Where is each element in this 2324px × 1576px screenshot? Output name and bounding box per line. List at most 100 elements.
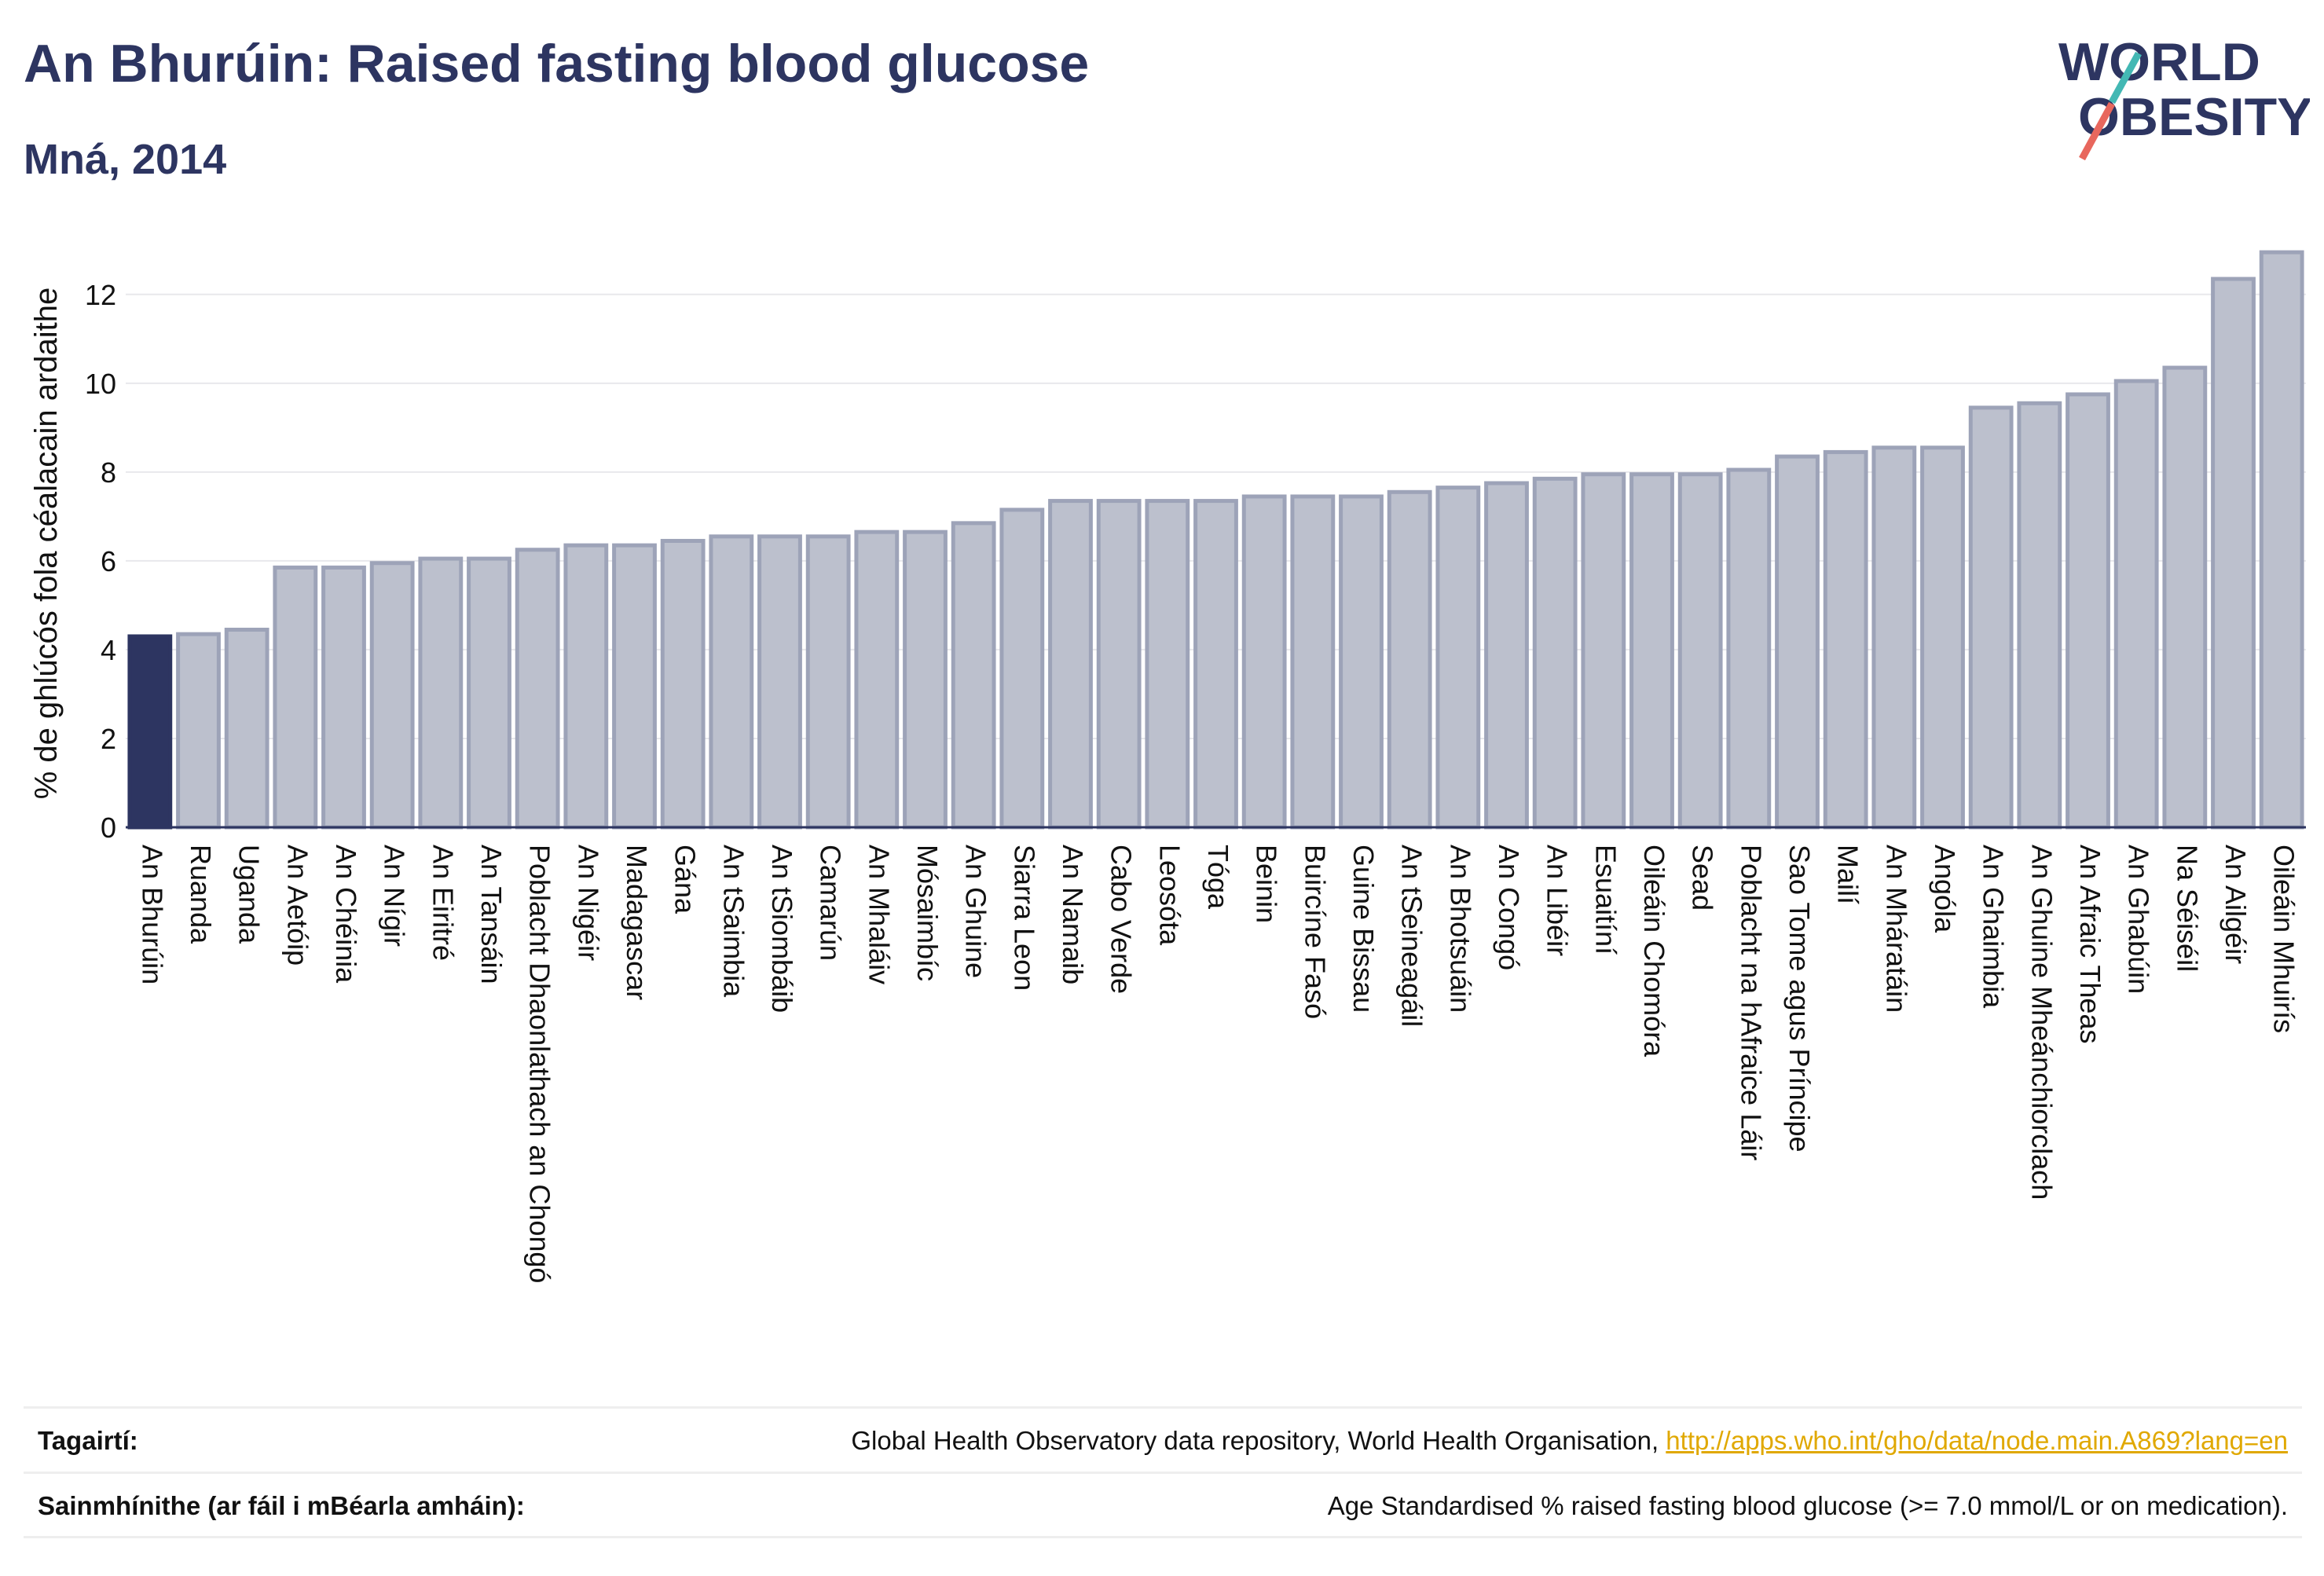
x-tick-label: Sead	[1687, 845, 1719, 911]
bar	[467, 556, 511, 830]
bar	[224, 627, 269, 830]
references-value: Global Health Observatory data repositor…	[851, 1426, 2302, 1456]
bar	[1387, 489, 1432, 830]
bar	[1871, 445, 1917, 830]
x-tick-label: Beinin	[1251, 845, 1283, 923]
bar	[1145, 499, 1190, 830]
footer-divider	[24, 1536, 2302, 1538]
bar	[2259, 250, 2304, 830]
chart-subtitle: Mná, 2014	[24, 136, 227, 183]
x-tick-label: Tóga	[1202, 845, 1234, 910]
logo-slash-teal	[2109, 51, 2142, 104]
x-tick-label: Mailí	[1832, 845, 1864, 904]
bar	[854, 530, 900, 830]
bar	[1677, 472, 1723, 830]
x-tick-label: An Ghuine	[960, 845, 992, 978]
x-tick-label: Uganda	[233, 845, 266, 944]
references-link[interactable]: http://apps.who.int/gho/data/node.main.A…	[1666, 1426, 2288, 1455]
bar	[951, 521, 996, 830]
references-text: Global Health Observatory data repositor…	[851, 1426, 1666, 1455]
x-tick-label: An Mháratáin	[1880, 845, 1912, 1013]
bar	[757, 534, 802, 830]
y-tick-label: 2	[101, 723, 116, 755]
x-tick-label: Madagascar	[621, 845, 653, 1000]
x-tick-label: Mósaimbíc	[911, 845, 944, 981]
bar	[1290, 494, 1336, 830]
bar	[805, 534, 851, 830]
chart-title: An Bhurúin: Raised fasting blood glucose	[24, 34, 1090, 93]
bar	[1435, 486, 1481, 830]
bar	[2017, 401, 2062, 830]
bar	[2066, 392, 2110, 830]
bar	[515, 548, 560, 830]
x-tick-label: An Aetóip	[281, 845, 313, 966]
definitions-label: Sainmhínithe (ar fáil i mBéarla amháin):	[38, 1491, 525, 1520]
x-tick-label: Guine Bissau	[1347, 845, 1380, 1013]
x-tick-label: Oileáin Mhuirís	[2268, 845, 2300, 1033]
bar	[1339, 494, 1384, 830]
bar	[127, 634, 173, 830]
bar	[1726, 467, 1772, 830]
bar	[1241, 494, 1287, 830]
bar-chart: 0 2 4 6 8 10 12 An Bhurúin Ruanda Uganda An Aetói…	[29, 250, 2306, 1283]
x-tick-label: Ruanda	[185, 845, 217, 944]
y-tick-label: 6	[101, 545, 116, 577]
bar	[2162, 365, 2208, 830]
x-tick-label: An Congó	[1493, 845, 1525, 970]
x-tick-label: An Mhaláiv	[863, 845, 895, 984]
bar	[176, 632, 221, 830]
x-tick-label: Na Séiséil	[2171, 845, 2203, 972]
x-tick-label: Sao Tome agus Príncipe	[1783, 845, 1816, 1153]
x-tick-label: An Tansáin	[475, 845, 508, 984]
bar	[1484, 481, 1529, 830]
x-tick-label: Oileáin Chomóra	[1638, 845, 1670, 1057]
x-tick-label: An Nígir	[379, 845, 411, 947]
bar	[1581, 472, 1626, 830]
x-tick-label: Poblacht na hAfraice Láir	[1735, 845, 1767, 1160]
references-label: Tagairtí:	[38, 1426, 138, 1455]
x-tick-label: An Ghabúin	[2123, 845, 2155, 994]
x-tick-label: An Ghuine Mheánchiorclach	[2025, 845, 2058, 1200]
bar	[1920, 445, 1965, 830]
x-tick-label: Esuaitíní	[1589, 845, 1622, 955]
bar	[321, 565, 366, 830]
x-tick-label: An Libéir	[1541, 845, 1574, 956]
bar	[418, 556, 464, 830]
x-tick-label: An Ailgéir	[2220, 845, 2252, 964]
bar	[273, 565, 318, 830]
x-tick-label: Siarra Leon	[1008, 845, 1040, 991]
y-tick-label: 0	[101, 812, 116, 844]
y-axis-label: % de ghlúcós fola céalacain ardaithe	[29, 288, 64, 800]
x-tick-label: An Nigéir	[572, 845, 604, 961]
y-tick-label: 10	[85, 368, 116, 400]
x-tick-label: Leosóta	[1153, 845, 1186, 946]
x-tick-label: An Bhotsuáin	[1444, 845, 1476, 1013]
x-tick-label: Camarún	[815, 845, 847, 961]
bar	[1775, 454, 1820, 830]
bar	[999, 508, 1045, 830]
bar	[2113, 379, 2159, 830]
bars	[127, 250, 2304, 830]
x-tick-label: An tSiombáib	[766, 845, 798, 1013]
bar	[1629, 472, 1674, 830]
bar	[660, 538, 706, 830]
bar	[709, 534, 754, 830]
bar	[1096, 499, 1142, 830]
bar	[2211, 277, 2256, 830]
bar	[612, 543, 657, 830]
bar	[369, 561, 415, 830]
definitions-value: Age Standardised % raised fasting blood …	[1327, 1491, 2288, 1520]
x-axis-labels: An Bhurúin Ruanda Uganda An Aetóip An Chéini…	[136, 845, 2300, 1283]
x-tick-label: Buircíne Fasó	[1299, 845, 1331, 1019]
definitions-row: Sainmhínithe (ar fáil i mBéarla amháin):…	[24, 1472, 2302, 1538]
x-tick-label: An Chéinia	[330, 845, 362, 984]
bar	[1048, 499, 1093, 830]
y-tick-label: 12	[85, 279, 116, 311]
x-tick-label: An Afraic Theas	[2074, 845, 2106, 1043]
x-tick-label: An Namaib	[1057, 845, 1089, 984]
y-tick-label: 4	[101, 634, 116, 666]
x-tick-label: Poblacht Dhaonlathach an Chongó	[524, 845, 556, 1283]
x-tick-label: An Ghaimbia	[1978, 845, 2010, 1009]
x-tick-label: Cabo Verde	[1105, 845, 1138, 994]
x-tick-label: An tSaimbia	[717, 845, 750, 998]
